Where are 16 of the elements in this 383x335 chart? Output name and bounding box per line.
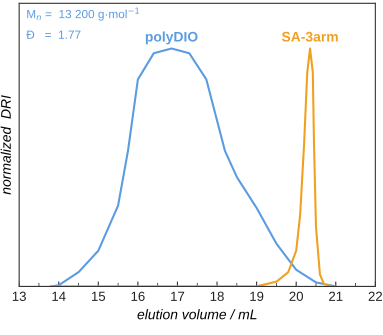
series-label: SA-3arm [282, 32, 338, 42]
x-axis-title: elution volume / mL [138, 309, 256, 320]
x-tick-label: 18 [210, 292, 224, 301]
x-tick-label: 16 [132, 292, 145, 301]
x-tick-label: 15 [92, 292, 106, 301]
x-tick-label: 19 [250, 292, 264, 301]
y-axis-title: normalized DRI [0, 95, 11, 194]
x-tick-label: 14 [52, 292, 66, 301]
x-tick-label: 13 [12, 292, 26, 301]
x-tick-label: 22 [368, 292, 382, 301]
text: M$_{n}$ = 13 200 g·mol$^{−1}$ [27, 8, 139, 21]
text: Đ = 1.77 [26, 30, 80, 39]
x-tick-label: 20 [290, 292, 304, 301]
series-label: polyDIO [146, 31, 198, 44]
x-tick-label: 17 [171, 292, 184, 301]
x-tick-label: 21 [329, 292, 342, 301]
